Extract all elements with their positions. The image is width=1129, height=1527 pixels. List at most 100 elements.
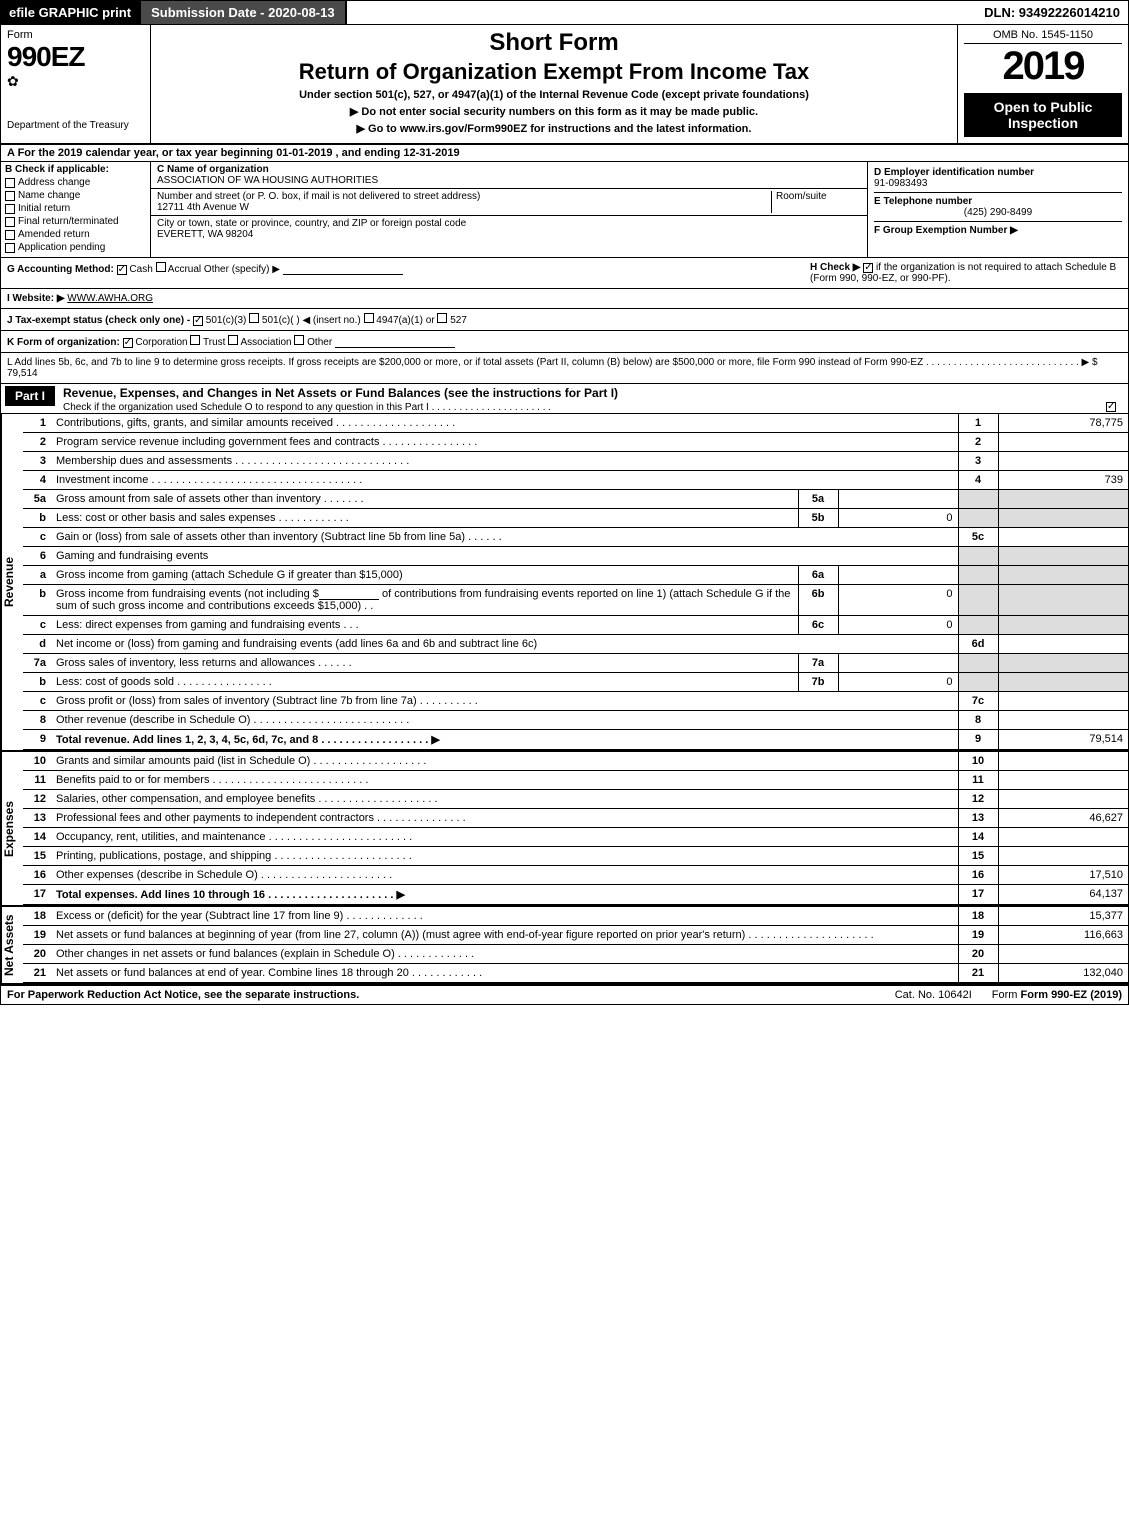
line-5c: cGain or (loss) from sale of assets othe… xyxy=(23,528,1128,547)
website-link[interactable]: WWW.AWHA.ORG xyxy=(67,293,153,304)
check-label: Initial return xyxy=(18,203,70,214)
line-rnum: 19 xyxy=(958,926,998,945)
line-14: 14Occupancy, rent, utilities, and mainte… xyxy=(23,828,1128,847)
tax-status-row: J Tax-exempt status (check only one) - 5… xyxy=(0,309,1129,331)
line-desc: Professional fees and other payments to … xyxy=(51,809,958,828)
phone-row: E Telephone number (425) 290-8499 xyxy=(874,193,1122,222)
checkbox-corp[interactable] xyxy=(123,338,133,348)
line-rval: 78,775 xyxy=(998,414,1128,433)
checkbox-501c[interactable] xyxy=(249,313,259,323)
checkbox-schedule-o[interactable] xyxy=(1106,402,1116,412)
line-rval xyxy=(998,452,1128,471)
gray-cell xyxy=(998,585,1128,616)
website-row: I Website: ▶ WWW.AWHA.ORG xyxy=(0,289,1129,309)
line-num: 1 xyxy=(23,414,51,433)
part1-title: Revenue, Expenses, and Changes in Net As… xyxy=(59,384,1128,402)
checkbox-cash[interactable] xyxy=(117,265,127,275)
page-footer: For Paperwork Reduction Act Notice, see … xyxy=(0,984,1129,1005)
line-rnum: 7c xyxy=(958,692,998,711)
checkbox-trust[interactable] xyxy=(190,335,200,345)
net-assets-table: 18Excess or (deficit) for the year (Subt… xyxy=(23,907,1128,983)
line-num: c xyxy=(23,616,51,635)
line-7b: bLess: cost of goods sold . . . . . . . … xyxy=(23,673,1128,692)
check-address-change[interactable]: Address change xyxy=(5,177,146,188)
section-h: H Check ▶ if the organization is not req… xyxy=(802,262,1122,284)
checkbox-501c3[interactable] xyxy=(193,316,203,326)
other-org-blank[interactable] xyxy=(335,336,455,348)
line-16: 16Other expenses (describe in Schedule O… xyxy=(23,866,1128,885)
efile-label[interactable]: efile GRAPHIC print xyxy=(1,1,139,24)
f-label: F Group Exemption Number ▶ xyxy=(874,225,1018,236)
line-desc: Gain or (loss) from sale of assets other… xyxy=(51,528,958,547)
checkbox-assoc[interactable] xyxy=(228,335,238,345)
checkbox-4947[interactable] xyxy=(364,313,374,323)
check-label: Name change xyxy=(18,190,80,201)
checkbox-accrual[interactable] xyxy=(156,262,166,272)
gray-cell xyxy=(958,509,998,528)
line-desc: Program service revenue including govern… xyxy=(51,433,958,452)
gray-cell xyxy=(998,673,1128,692)
blank-amount[interactable] xyxy=(319,588,379,600)
line-desc: Net income or (loss) from gaming and fun… xyxy=(51,635,958,654)
check-application-pending[interactable]: Application pending xyxy=(5,242,146,253)
j-501c: 501(c)( ) ◀ (insert no.) xyxy=(262,315,361,326)
line-10: 10Grants and similar amounts paid (list … xyxy=(23,752,1128,771)
line-num: 2 xyxy=(23,433,51,452)
line-l-row: L Add lines 5b, 6c, and 7b to line 9 to … xyxy=(0,353,1129,384)
line-5b: bLess: cost or other basis and sales exp… xyxy=(23,509,1128,528)
i-label: I Website: ▶ xyxy=(7,293,65,304)
go-to-link[interactable]: ▶ Go to www.irs.gov/Form990EZ for instru… xyxy=(159,122,949,135)
revenue-table: 1Contributions, gifts, grants, and simil… xyxy=(23,414,1128,750)
line-num: 3 xyxy=(23,452,51,471)
mid-val: 0 xyxy=(838,616,958,635)
line-rnum: 5c xyxy=(958,528,998,547)
gray-cell xyxy=(998,654,1128,673)
line-rval: 79,514 xyxy=(998,730,1128,750)
line-num: 21 xyxy=(23,964,51,983)
org-name-row: C Name of organization ASSOCIATION OF WA… xyxy=(151,162,867,189)
checkbox-527[interactable] xyxy=(437,313,447,323)
section-def: D Employer identification number 91-0983… xyxy=(868,162,1128,257)
line-num: 18 xyxy=(23,907,51,926)
line-num: 13 xyxy=(23,809,51,828)
gray-cell xyxy=(958,547,998,566)
checkbox-icon[interactable] xyxy=(5,217,15,227)
check-final-return[interactable]: Final return/terminated xyxy=(5,216,146,227)
checkbox-h[interactable] xyxy=(863,263,873,273)
check-initial-return[interactable]: Initial return xyxy=(5,203,146,214)
checkbox-icon[interactable] xyxy=(5,204,15,214)
line-13: 13Professional fees and other payments t… xyxy=(23,809,1128,828)
mid-val: 0 xyxy=(838,673,958,692)
j-501c3: 501(c)(3) xyxy=(206,315,247,326)
checkbox-other-org[interactable] xyxy=(294,335,304,345)
checkbox-icon[interactable] xyxy=(5,178,15,188)
k-corp: Corporation xyxy=(135,337,187,348)
gray-cell xyxy=(958,490,998,509)
other-blank[interactable] xyxy=(283,263,403,275)
part1-label: Part I xyxy=(5,386,55,406)
line-rval xyxy=(998,752,1128,771)
line-rval: 15,377 xyxy=(998,907,1128,926)
line-rnum: 18 xyxy=(958,907,998,926)
line-rnum: 13 xyxy=(958,809,998,828)
checkbox-icon[interactable] xyxy=(5,243,15,253)
line-desc: Salaries, other compensation, and employ… xyxy=(51,790,958,809)
net-assets-side-label: Net Assets xyxy=(1,907,23,983)
city-row: City or town, state or province, country… xyxy=(151,216,867,242)
check-name-change[interactable]: Name change xyxy=(5,190,146,201)
mid-num: 6c xyxy=(798,616,838,635)
line-num: 10 xyxy=(23,752,51,771)
expenses-section: Expenses 10Grants and similar amounts pa… xyxy=(0,750,1129,905)
line-num: 8 xyxy=(23,711,51,730)
under-section: Under section 501(c), 527, or 4947(a)(1)… xyxy=(159,89,949,101)
line-rnum: 8 xyxy=(958,711,998,730)
checkbox-icon[interactable] xyxy=(5,230,15,240)
checkbox-icon[interactable] xyxy=(5,191,15,201)
line-num: c xyxy=(23,528,51,547)
line-num: 19 xyxy=(23,926,51,945)
check-amended-return[interactable]: Amended return xyxy=(5,229,146,240)
check-label: Final return/terminated xyxy=(18,216,119,227)
form-org-row: K Form of organization: Corporation Trus… xyxy=(0,331,1129,353)
line-num: b xyxy=(23,673,51,692)
dept-label: Department of the Treasury xyxy=(7,120,144,131)
